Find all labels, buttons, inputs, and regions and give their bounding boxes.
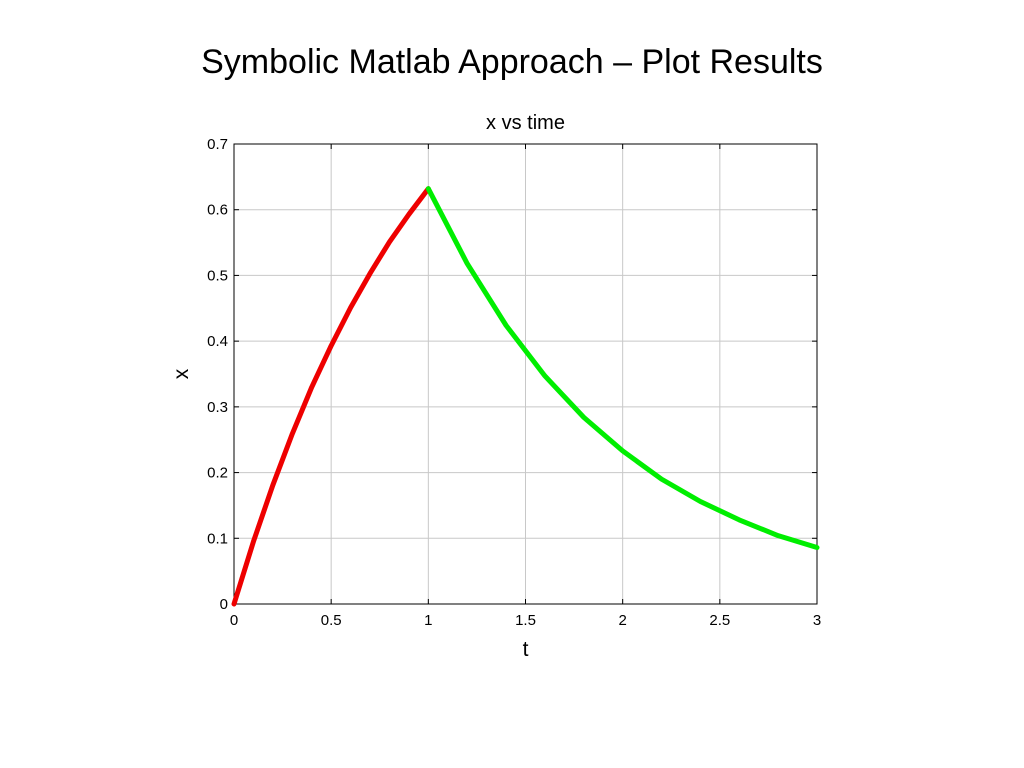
tick-marks [233,143,818,605]
y-tick-label: 0.7 [207,136,228,153]
x-tick-label: 0.5 [321,612,342,629]
y-tick-label: 0 [220,596,228,613]
grid-lines [233,143,818,605]
slide-title: Symbolic Matlab Approach – Plot Results [201,43,823,81]
y-tick-label: 0.1 [207,530,228,547]
series-lines [231,186,820,607]
y-axis-label: x [170,368,193,379]
y-tick-label: 0.3 [207,399,228,416]
x-tick-label: 0 [230,612,238,629]
x-tick-label: 2.5 [709,612,730,629]
x-tick-labels: 0 0.5 1 1.5 2 2.5 3 [230,612,821,629]
y-tick-label: 0.2 [207,465,228,482]
x-axis-label: t [523,638,529,661]
series-line-2 [425,186,820,550]
y-tick-label: 0.6 [207,202,228,219]
x-tick-label: 1 [424,612,432,629]
x-tick-label: 1.5 [515,612,536,629]
y-tick-label: 0.5 [207,267,228,284]
x-tick-label: 2 [618,612,626,629]
chart-title: x vs time [486,112,565,134]
y-tick-labels: 0 0.1 0.2 0.3 0.4 0.5 0.6 0.7 [207,136,228,613]
x-tick-label: 3 [813,612,821,629]
y-tick-label: 0.4 [207,333,228,350]
series-line-1 [231,186,431,607]
